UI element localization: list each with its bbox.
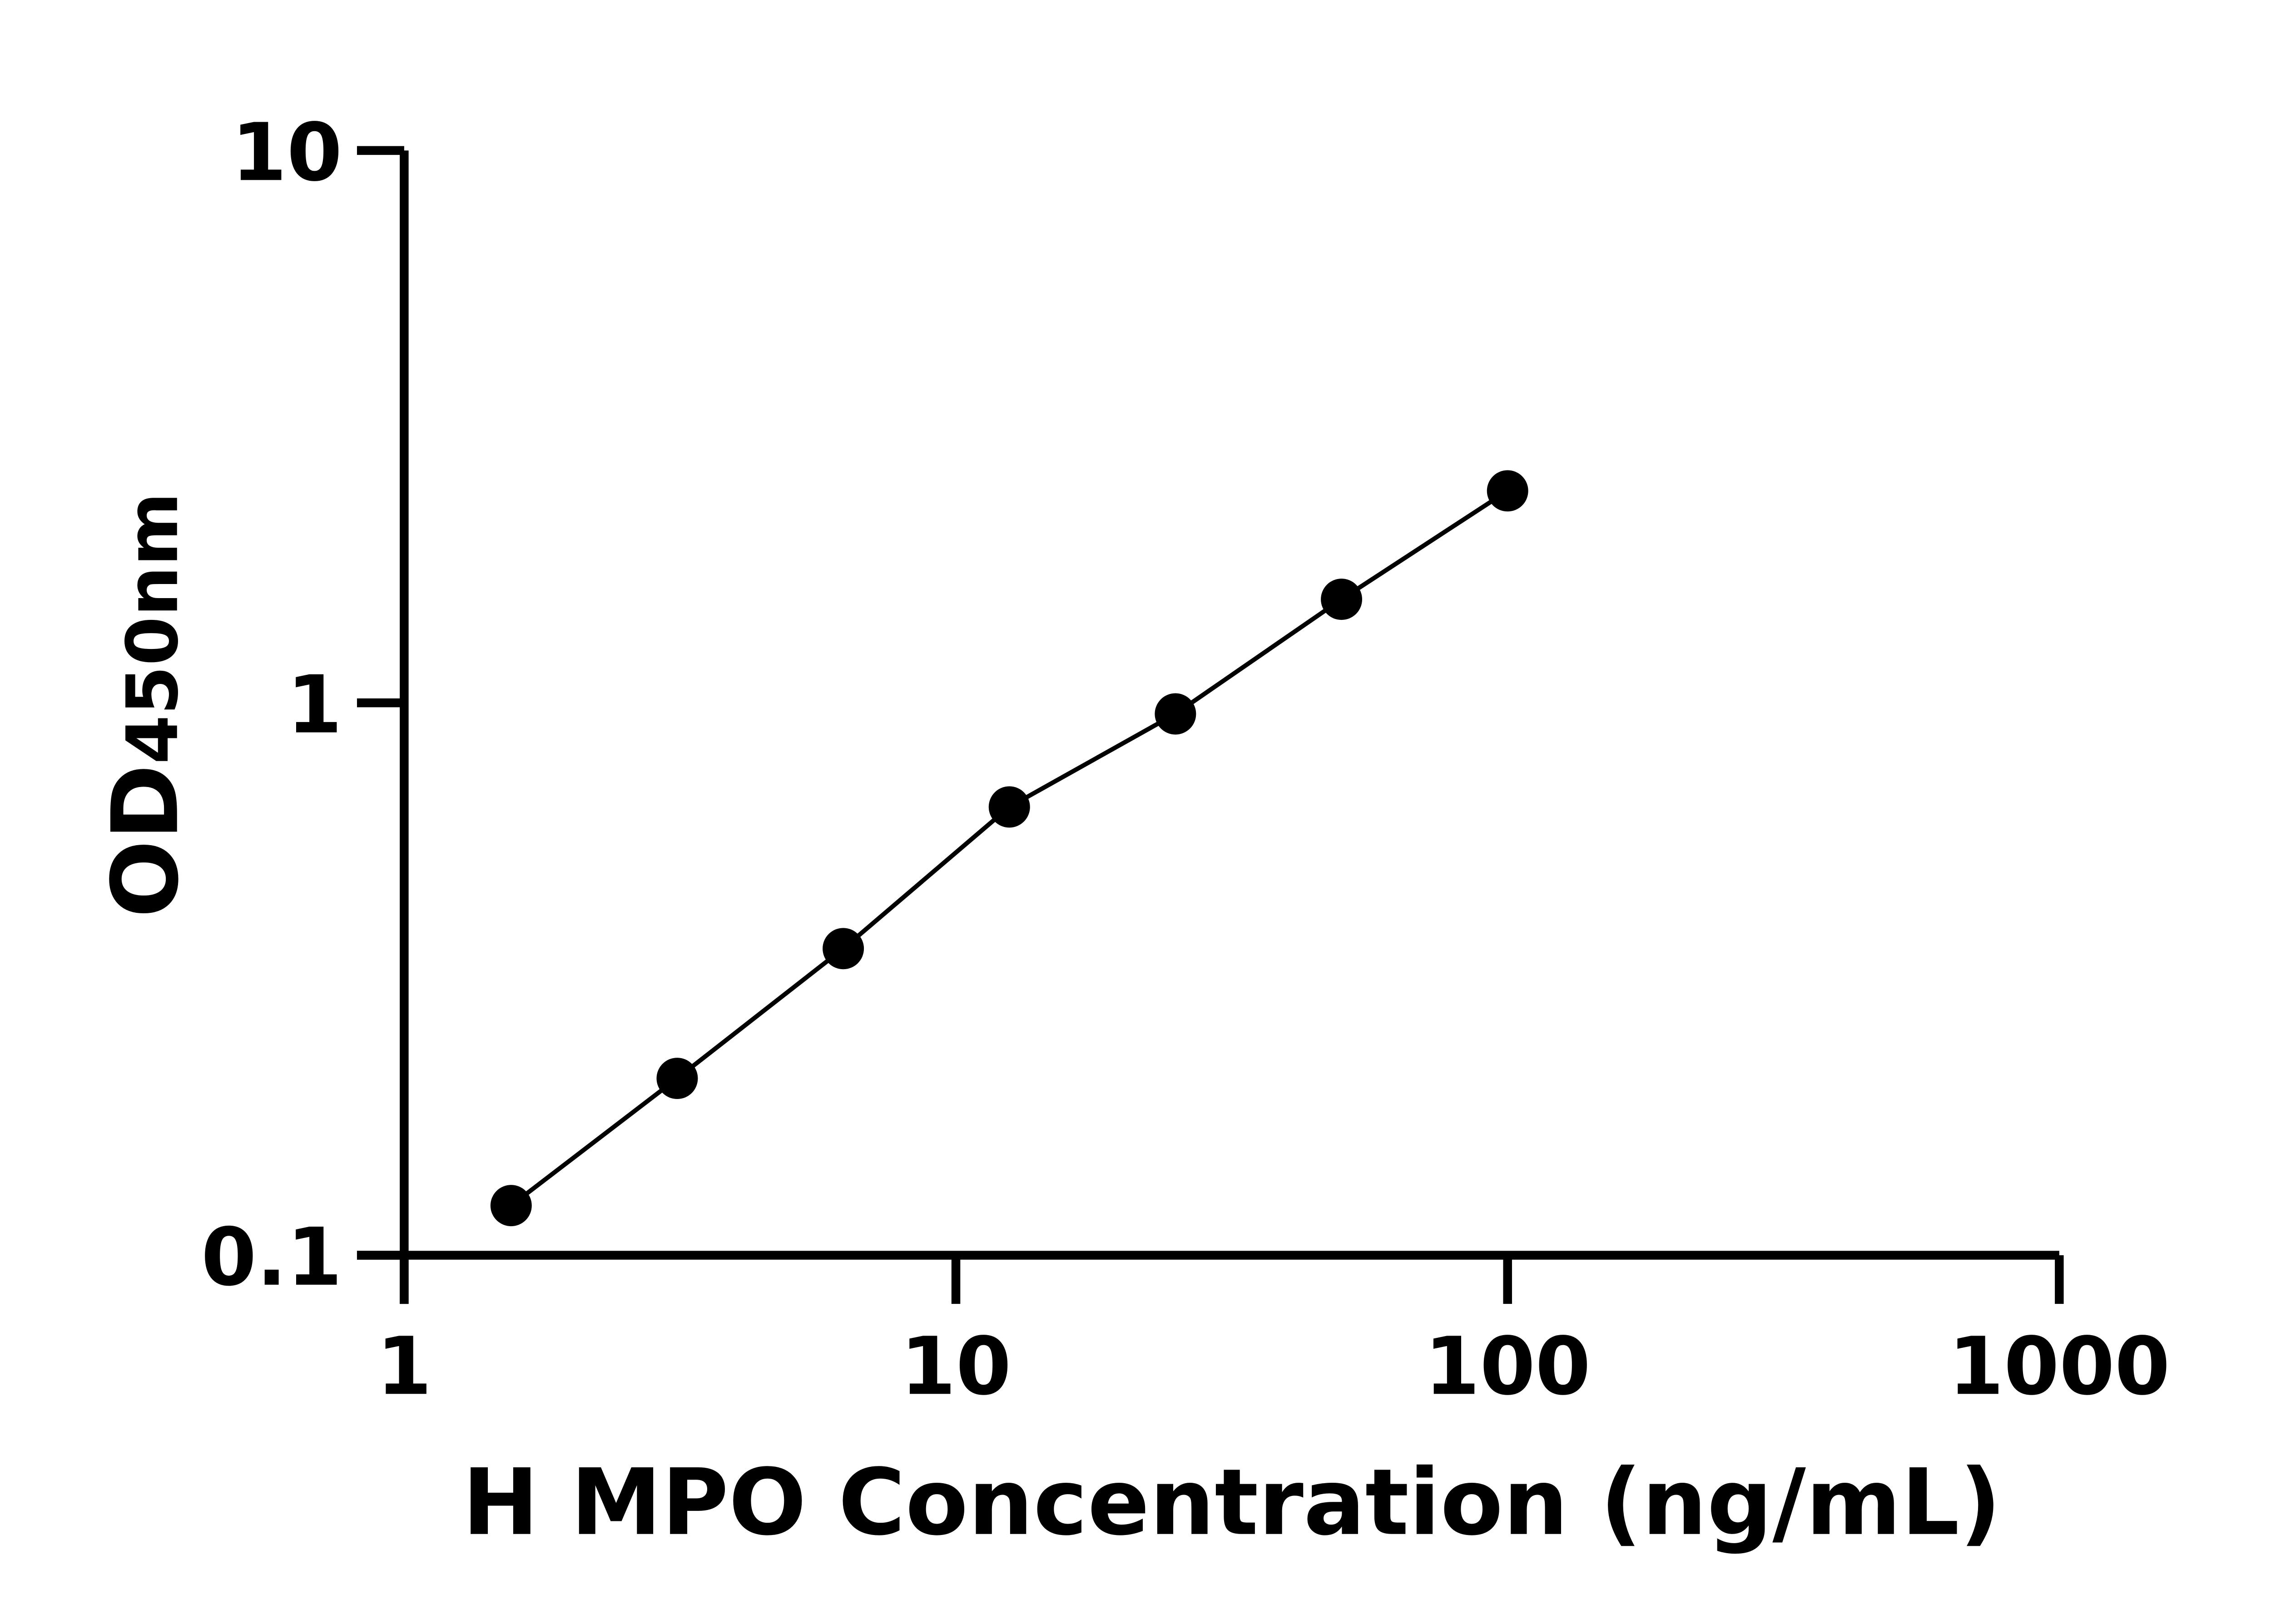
y-axis-label: OD450nm (93, 492, 199, 918)
data-point (656, 1058, 698, 1099)
data-point (1487, 470, 1528, 512)
data-point (1321, 579, 1363, 620)
data-point (988, 786, 1030, 828)
x-axis-label: H MPO Concentration (ng/mL) (462, 1450, 2001, 1556)
y-tick-label: 0.1 (201, 1211, 342, 1304)
data-point (1155, 693, 1196, 735)
x-tick-label: 1000 (1949, 1320, 2170, 1413)
x-tick-label: 10 (901, 1320, 1012, 1413)
x-tick-label: 100 (1424, 1320, 1591, 1413)
x-tick-label: 1 (377, 1320, 432, 1413)
data-point (823, 928, 864, 970)
y-tick-label: 10 (231, 106, 342, 199)
y-tick-label: 1 (287, 659, 342, 752)
data-point (490, 1185, 532, 1227)
